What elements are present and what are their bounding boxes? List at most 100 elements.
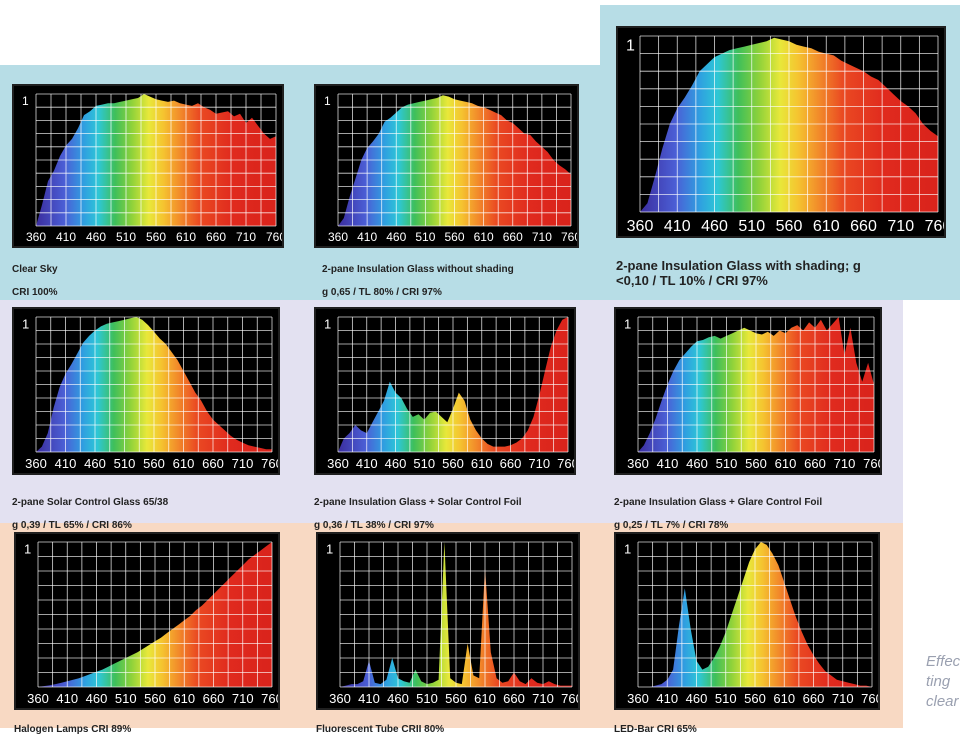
side-note-line: ting [926,673,951,690]
spectrum-plot: 1 360 410 460 510 560 610 660 710 760 [14,532,280,710]
spectrum-chart: 1 360 410 460 510 560 610 660 710 760 [626,35,944,235]
spectrum-title: LED-Bar CRI 65% [614,723,697,735]
spectrum-chart: 1 360 410 460 510 560 610 660 710 760 [624,316,880,471]
spectrum-chart: 1 360 410 460 510 560 610 660 710 760 [624,541,878,706]
x-tick-label: 660 [803,691,825,706]
spectrum-title: 2-pane Insulation Glass with shading; g … [616,257,861,288]
x-tick-label: 510 [116,230,136,244]
x-tick-label: 760 [863,456,880,471]
x-tick-label: 410 [56,691,78,706]
x-tick-label: 610 [474,691,496,706]
y-tick-label: 1 [324,94,331,108]
x-tick-label: 560 [442,456,464,471]
x-tick-label: 660 [804,456,826,471]
spectrum-title: 2-pane Insulation Glass + Glare Control … [614,496,823,508]
x-tick-label: 610 [775,456,797,471]
x-tick-label: 610 [173,691,195,706]
spectrum-caption: 2-pane Insulation Glass without shading … [314,252,597,298]
spectrum-caption: Halogen Lamps CRI 89% [14,712,280,735]
x-tick-label: 560 [144,691,166,706]
x-tick-label: 710 [232,456,254,471]
x-tick-label: 460 [86,691,108,706]
x-tick-label: 560 [146,230,166,244]
x-tick-label: 560 [744,691,766,706]
x-tick-label: 760 [261,691,278,706]
spectrum-title: 2-pane Insulation Glass + Solar Control … [314,496,522,508]
x-tick-label: 410 [356,456,378,471]
spectrum-caption: 2-pane Insulation Glass + Solar Control … [314,485,604,531]
y-tick-label: 1 [624,542,631,557]
spectrum-chart: 1 360 410 460 510 560 610 660 710 760 [324,316,574,471]
spectrum-subtitle: g 0,39 / TL 65% / CRI 86% [12,519,132,531]
spectrum-plot: 1 360 410 460 510 560 610 660 710 760 [316,532,580,710]
x-tick-label: 760 [557,456,574,471]
x-tick-label: 710 [532,691,554,706]
spectrum-caption: 2-pane Insulation Glass + Glare Control … [614,485,899,531]
spectrum-plot: 1 360 410 460 510 560 610 660 710 760 [314,307,576,475]
side-note: Effec ting clear [926,652,965,712]
spectrum-chart: 1 360 410 460 510 560 610 660 710 760 [24,541,278,706]
spectrum-plot: 1 360 410 460 510 560 610 660 710 760 [616,26,946,238]
x-tick-label: 360 [26,230,46,244]
spectrum-caption: 2-pane Insulation Glass with shading; g … [616,244,956,289]
spectrum-caption: 2-pane Solar Control Glass 65/38 g 0,39 … [12,485,292,531]
x-tick-label: 360 [627,218,654,235]
x-tick-label: 510 [415,230,435,244]
x-tick-label: 410 [656,691,678,706]
x-tick-label: 660 [206,230,226,244]
y-tick-label: 1 [624,317,631,332]
spectrum-chart: 1 360 410 460 510 560 610 660 710 760 [22,316,278,471]
x-tick-label: 460 [86,230,106,244]
side-note-line: clear [926,693,959,710]
spectrum-title: 2-pane Insulation Glass without shading [322,263,514,275]
x-tick-label: 560 [745,456,767,471]
x-tick-label: 460 [386,230,406,244]
spectrum-caption: Clear Sky CRI 100% [12,252,284,298]
x-tick-label: 760 [261,456,278,471]
x-tick-label: 510 [416,691,438,706]
x-tick-label: 360 [328,230,348,244]
x-tick-label: 360 [327,456,349,471]
x-tick-label: 610 [474,230,494,244]
x-tick-label: 760 [925,218,944,235]
x-tick-label: 360 [27,691,49,706]
spectrum-plot: 1 360 410 460 510 560 610 660 710 760 [314,84,579,248]
x-tick-label: 460 [701,218,728,235]
x-tick-label: 560 [776,218,803,235]
x-tick-label: 610 [173,456,195,471]
x-tick-label: 460 [387,691,409,706]
x-tick-label: 710 [834,456,856,471]
spectrum-title: Halogen Lamps CRI 89% [14,723,132,735]
x-tick-label: 610 [813,218,840,235]
spectrum-plot: 1 360 410 460 510 560 610 660 710 760 [12,84,284,248]
spectrum-caption: Fluorescent Tube CRII 80% [316,712,580,735]
x-tick-label: 360 [329,691,351,706]
spectrum-chart: 1 360 410 460 510 560 610 660 710 760 [324,93,577,244]
x-tick-label: 660 [850,218,877,235]
spectrum-subtitle: g 0,65 / TL 80% / CRI 97% [322,286,442,298]
spectrum-title: 2-pane Solar Control Glass 65/38 [12,496,169,508]
x-tick-label: 660 [203,691,225,706]
x-tick-label: 560 [445,691,467,706]
x-tick-label: 410 [358,691,380,706]
x-tick-label: 710 [236,230,256,244]
spectrum-subtitle: g 0,36 / TL 38% / CRI 97% [314,519,434,531]
x-tick-label: 410 [56,230,76,244]
x-tick-label: 410 [55,456,77,471]
x-tick-label: 510 [115,691,137,706]
x-tick-label: 760 [561,691,578,706]
x-tick-label: 610 [773,691,795,706]
spectrum-subtitle: g 0,25 / TL 7% / CRI 78% [614,519,729,531]
x-tick-label: 710 [887,218,914,235]
x-tick-label: 510 [738,218,765,235]
spectrum-chart: 1 360 410 460 510 560 610 660 710 760 [326,541,578,706]
x-tick-label: 660 [503,230,523,244]
y-tick-label: 1 [324,317,331,332]
y-tick-label: 1 [22,94,29,108]
x-tick-label: 460 [686,691,708,706]
spectrum-caption: LED-Bar CRI 65% [614,712,880,735]
x-tick-label: 710 [232,691,254,706]
x-tick-label: 660 [202,456,224,471]
spectrum-title: Clear Sky [12,263,58,275]
x-tick-label: 360 [627,691,649,706]
